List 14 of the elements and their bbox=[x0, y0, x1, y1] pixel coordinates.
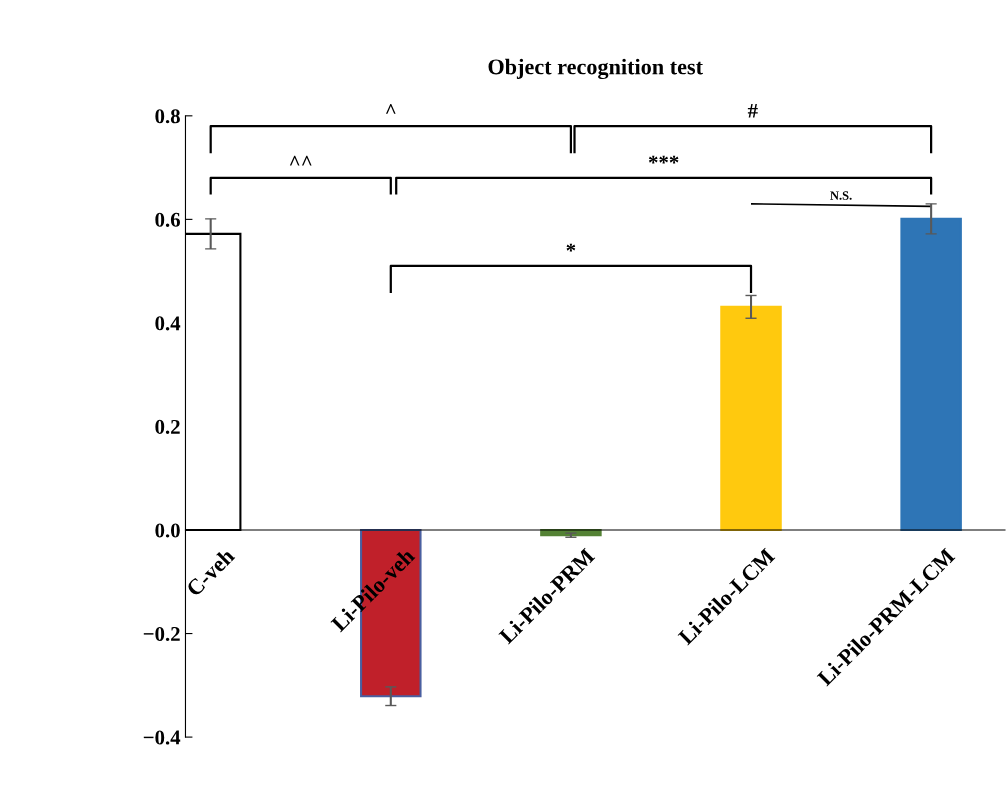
y-tick-label: 0.4 bbox=[155, 316, 181, 331]
y-tick-label: 0.0 bbox=[155, 523, 180, 538]
annotation: * bbox=[566, 243, 576, 252]
y-tick-label: 0.2 bbox=[155, 419, 180, 434]
y-tick-label: 0.6 bbox=[155, 212, 180, 227]
y-tick-label: 0.8 bbox=[155, 109, 180, 124]
annotation: *** bbox=[648, 155, 679, 164]
y-tick-label: −0.4 bbox=[143, 730, 181, 745]
y-tick-label: −0.2 bbox=[143, 626, 180, 642]
annotation: ^^ bbox=[289, 155, 312, 166]
text: ^ bbox=[385, 103, 396, 114]
annotation: # bbox=[747, 103, 758, 118]
annotation: N.S. bbox=[830, 191, 852, 200]
chart-title: Object recognition test bbox=[488, 58, 703, 80]
